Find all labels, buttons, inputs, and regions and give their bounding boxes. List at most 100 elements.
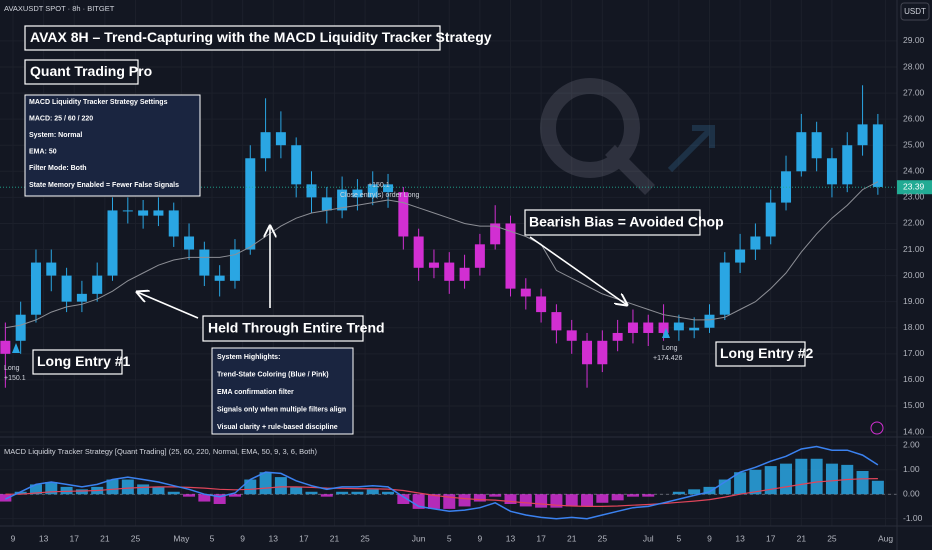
- candle-body: [214, 275, 225, 281]
- histogram-bar: [228, 494, 241, 497]
- candle-body: [138, 210, 149, 216]
- candle-body: [15, 314, 26, 341]
- histogram-bar: [336, 491, 349, 495]
- histogram-bar: [795, 458, 808, 495]
- settings-line: Filter Mode: Both: [29, 165, 87, 172]
- x-tick-label: 25: [131, 533, 141, 543]
- candle-body: [199, 249, 210, 276]
- histogram-bar: [703, 486, 716, 495]
- candle-body: [597, 340, 608, 365]
- highlights: System Highlights: Trend-State Coloring (…: [217, 354, 346, 431]
- candle-body: [796, 132, 807, 172]
- callout: Bearish Bias = Avoided Chop: [529, 214, 724, 230]
- histogram-bar: [688, 489, 701, 495]
- y-tick-label: 15.00: [903, 400, 925, 410]
- histogram-bar: [764, 466, 777, 495]
- y-tick-label: 21.00: [903, 244, 925, 254]
- settings-line: State Memory Enabled = Fewer False Signa…: [29, 182, 179, 189]
- candle-body: [689, 327, 700, 331]
- x-tick-label: 25: [827, 533, 837, 543]
- arrow: [529, 236, 627, 305]
- histogram-bar: [427, 494, 440, 509]
- highlight-line: EMA confirmation filter: [217, 389, 294, 396]
- x-tick-label: 25: [598, 533, 608, 543]
- grid: [0, 0, 897, 526]
- subtitle-box: [24, 59, 139, 85]
- histogram-bar: [121, 479, 134, 495]
- x-tick-label: 9: [11, 533, 16, 543]
- symbol: AVAXUSDT SPOT · 8h · BITGET: [4, 4, 115, 13]
- y-tick-label: 29.00: [903, 35, 925, 45]
- x-tick-label: 13: [39, 533, 49, 543]
- candle-body: [872, 124, 883, 187]
- x-tick-label: Aug: [878, 533, 893, 543]
- candle-body: [627, 322, 638, 333]
- candle-body: [76, 293, 87, 302]
- highlights-box: [211, 347, 354, 435]
- histogram-bar: [810, 458, 823, 495]
- candle-body: [61, 275, 72, 302]
- alert-icon[interactable]: [870, 421, 884, 435]
- candle-body: [704, 314, 715, 328]
- histogram-bar: [0, 494, 12, 502]
- histogram-bar: [825, 463, 838, 495]
- histogram-bar: [672, 491, 685, 495]
- histogram-bar: [382, 491, 395, 495]
- settings: MACD Liquidity Tracker Strategy Settings…: [29, 99, 179, 189]
- candle-body: [490, 223, 501, 245]
- y-tick-label: -1.00: [903, 513, 923, 523]
- x-tick-label: 17: [766, 533, 776, 543]
- settings-line: EMA: 50: [29, 149, 57, 156]
- candle-body: [566, 330, 577, 341]
- histogram-bar: [749, 469, 762, 495]
- candle-body: [92, 275, 103, 294]
- y-tick-label: 20.00: [903, 270, 925, 280]
- histogram-bar: [137, 484, 150, 495]
- histogram-bar: [565, 494, 578, 507]
- y-tick-label: 23.00: [903, 192, 925, 202]
- histogram-bar: [152, 486, 165, 495]
- x-tick-label: May: [173, 533, 190, 543]
- x-tick-label: Jul: [643, 533, 654, 543]
- settings-line: MACD Liquidity Tracker Strategy Settings: [29, 99, 168, 106]
- candle-body: [153, 210, 164, 216]
- candle-body: [551, 312, 562, 331]
- histogram-bar: [320, 494, 333, 497]
- settings-box: [24, 94, 201, 197]
- candle-body: [459, 267, 470, 281]
- candle-body: [398, 192, 409, 237]
- histogram-bar: [642, 494, 655, 497]
- histogram-bar: [305, 491, 318, 495]
- plot: [0, 85, 897, 520]
- y-tick-label: 18.00: [903, 322, 925, 332]
- y-tick-label: 14.00: [903, 426, 925, 436]
- y-tick-label: 1.00: [903, 464, 920, 474]
- candle-body: [367, 184, 378, 198]
- candle-body: [673, 322, 684, 331]
- callout: Long Entry #2: [720, 345, 814, 361]
- signal-profit: +150.1: [4, 375, 26, 382]
- histogram-bar: [167, 491, 180, 495]
- currency-tag[interactable]: [900, 2, 930, 21]
- histogram-bar: [290, 486, 303, 495]
- candle-body: [321, 197, 332, 211]
- y-tick-label: 25.00: [903, 139, 925, 149]
- x-tick-label: 17: [536, 533, 546, 543]
- histogram-bar: [106, 479, 119, 495]
- callout: Long Entry #1: [37, 353, 131, 369]
- watermark: [540, 78, 715, 195]
- chart-title: AVAX 8H – Trend-Capturing with the MACD …: [30, 29, 492, 45]
- ema-line: [5, 181, 879, 329]
- indicator-title: MACD Liquidity Tracker Strategy [Quant T…: [4, 447, 318, 456]
- highlight-line: Trend-State Coloring (Blue / Pink): [217, 371, 329, 378]
- y-tick-label: 28.00: [903, 61, 925, 71]
- histogram-bar: [489, 494, 502, 497]
- candle-body: [184, 236, 195, 250]
- y-tick-label: 24.00: [903, 166, 925, 176]
- histogram-bar: [366, 489, 379, 495]
- y-tick-label: 22.00: [903, 218, 925, 228]
- title-box: [24, 25, 441, 51]
- candle-body: [520, 288, 531, 297]
- x-tick-label: 21: [330, 533, 340, 543]
- currency[interactable]: USDT: [904, 7, 926, 16]
